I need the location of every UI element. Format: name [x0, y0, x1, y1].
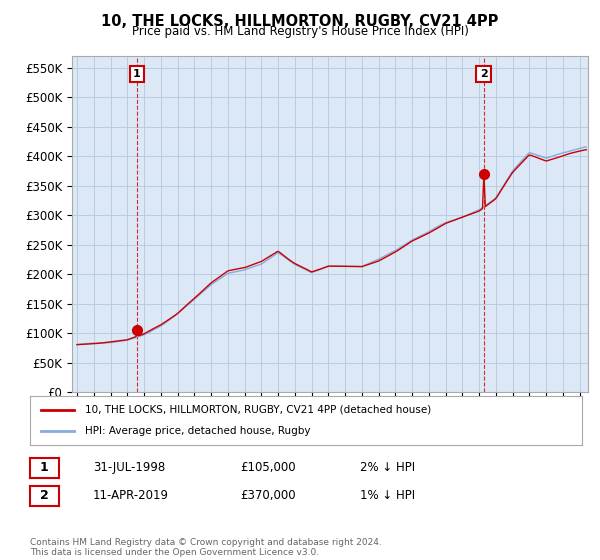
Text: 31-JUL-1998: 31-JUL-1998: [93, 461, 165, 474]
Text: 1% ↓ HPI: 1% ↓ HPI: [360, 489, 415, 502]
Text: Price paid vs. HM Land Registry's House Price Index (HPI): Price paid vs. HM Land Registry's House …: [131, 25, 469, 38]
Text: 10, THE LOCKS, HILLMORTON, RUGBY, CV21 4PP (detached house): 10, THE LOCKS, HILLMORTON, RUGBY, CV21 4…: [85, 405, 431, 415]
Text: 2: 2: [40, 489, 49, 502]
Text: 10, THE LOCKS, HILLMORTON, RUGBY, CV21 4PP: 10, THE LOCKS, HILLMORTON, RUGBY, CV21 4…: [101, 14, 499, 29]
Text: 2% ↓ HPI: 2% ↓ HPI: [360, 461, 415, 474]
Text: 2: 2: [480, 69, 488, 79]
Text: 1: 1: [40, 461, 49, 474]
Text: 11-APR-2019: 11-APR-2019: [93, 489, 169, 502]
Text: £370,000: £370,000: [240, 489, 296, 502]
Text: £105,000: £105,000: [240, 461, 296, 474]
Text: Contains HM Land Registry data © Crown copyright and database right 2024.
This d: Contains HM Land Registry data © Crown c…: [30, 538, 382, 557]
Text: 1: 1: [133, 69, 141, 79]
Text: HPI: Average price, detached house, Rugby: HPI: Average price, detached house, Rugb…: [85, 426, 311, 436]
